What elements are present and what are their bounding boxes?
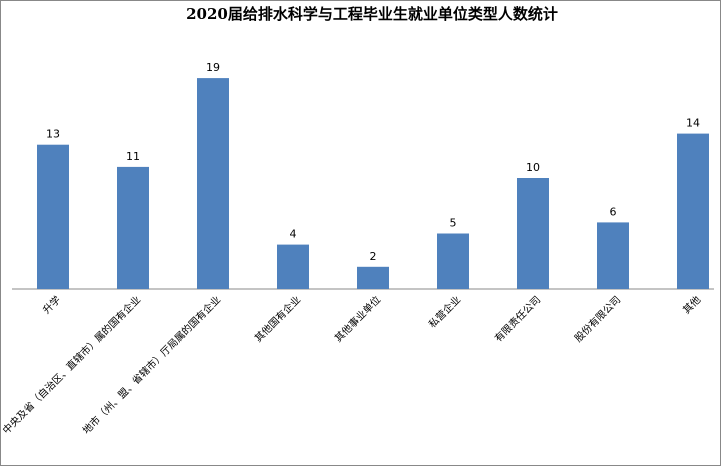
bar (517, 178, 549, 289)
chart-title: 2020届给排水科学与工程毕业生就业单位类型人数统计 (186, 5, 558, 23)
data-label: 13 (46, 128, 60, 141)
data-label: 6 (610, 205, 617, 218)
data-label: 2 (370, 250, 377, 263)
data-label: 19 (206, 61, 220, 74)
bar (197, 78, 229, 289)
bar (117, 166, 149, 289)
bar (437, 233, 469, 289)
data-label: 10 (526, 161, 540, 174)
data-label: 11 (126, 150, 140, 163)
bar (37, 144, 69, 289)
bar (357, 266, 389, 289)
data-label: 4 (290, 228, 297, 241)
data-label: 5 (450, 217, 457, 230)
bar (677, 133, 709, 289)
bar (597, 222, 629, 289)
bar (277, 244, 309, 289)
data-label: 14 (686, 117, 700, 130)
